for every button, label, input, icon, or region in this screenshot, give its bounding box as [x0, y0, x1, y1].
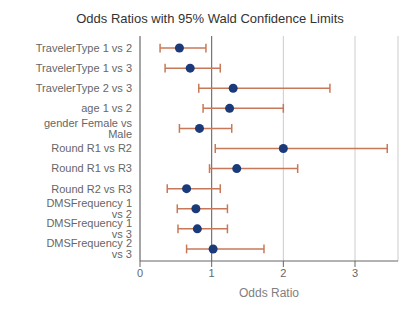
svg-text:2: 2: [280, 267, 286, 279]
svg-text:Odds Ratio: Odds Ratio: [239, 286, 299, 300]
svg-text:3: 3: [352, 267, 358, 279]
svg-text:TravelerType 2 vs 3: TravelerType 2 vs 3: [36, 82, 132, 94]
svg-text:age 1 vs 2: age 1 vs 2: [81, 102, 132, 114]
svg-text:gender Female vsMale: gender Female vsMale: [44, 117, 133, 140]
svg-text:TravelerType 1 vs 2: TravelerType 1 vs 2: [36, 42, 132, 54]
svg-text:Round R1 vs R3: Round R1 vs R3: [51, 162, 132, 174]
svg-text:DMSFrequency 2vs 3: DMSFrequency 2vs 3: [46, 237, 132, 260]
svg-text:Round R2 vs R3: Round R2 vs R3: [51, 183, 132, 195]
svg-text:1: 1: [209, 267, 215, 279]
svg-text:Round R1 vs R2: Round R1 vs R2: [51, 142, 132, 154]
svg-text:0: 0: [137, 267, 143, 279]
svg-text:TravelerType 1 vs 3: TravelerType 1 vs 3: [36, 62, 132, 74]
